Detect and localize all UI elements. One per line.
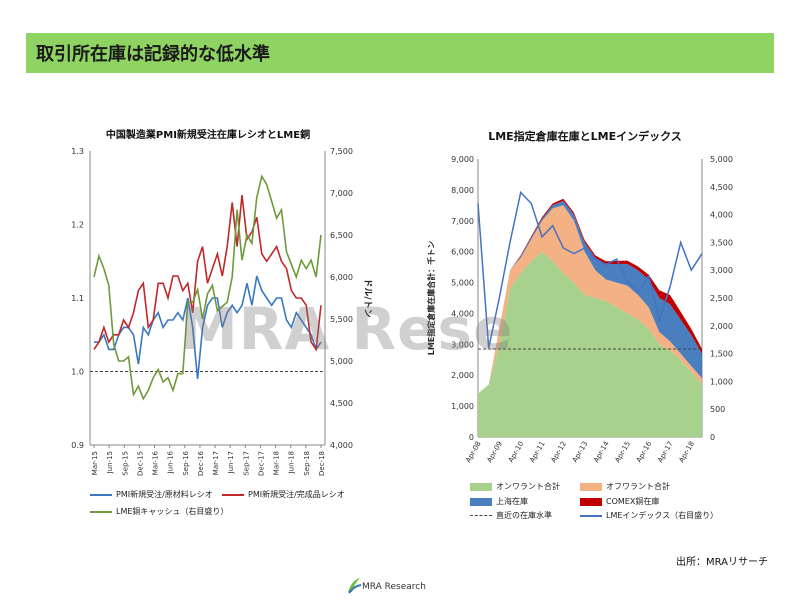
r-x-tick-label: Apr-08 (464, 440, 482, 464)
x-tick-label: Sep-16 (182, 450, 190, 475)
legend-label-index: LMEインデックス（右目盛り） (606, 511, 719, 520)
right-y-tick-label: 4,500 (330, 399, 353, 408)
mra-logo-icon (348, 578, 362, 594)
legend-swatch-offwarrant (580, 482, 602, 491)
legend-swatch-pmi-finished (222, 493, 244, 496)
r-right-y-tick-label: 3,500 (710, 238, 733, 247)
right-y-tick-label: 6,500 (330, 231, 353, 240)
legend-item-offwarrant: オフワラント合計 (580, 481, 670, 492)
x-tick-label: Dec-15 (136, 451, 144, 476)
legend-item-lme-cash: LME銅キャッシュ（右目盛り） (90, 506, 228, 517)
right-y-tick-label: 6,000 (330, 273, 353, 282)
legend-label-comex: COMEX銅在庫 (606, 497, 660, 506)
legend-label-offwarrant: オフワラント合計 (606, 482, 670, 491)
x-tick-label: Dec-16 (197, 450, 205, 476)
left-y-tick-label: 1.1 (71, 294, 84, 303)
left-y-tick-label: 0.9 (71, 441, 84, 450)
legend-label-onwarrant: オンワラント合計 (496, 482, 560, 491)
legend-label-shanghai: 上海在庫 (496, 497, 528, 506)
r-left-y-tick-label: 7,000 (451, 217, 474, 226)
r-left-y-tick-label: 1,000 (451, 402, 474, 411)
r-x-tick-label: Apr-09 (486, 440, 504, 464)
legend-item-onwarrant: オンワラント合計 (470, 481, 560, 492)
legend-swatch-pmi-raw (90, 493, 112, 496)
right-chart-title: LME指定倉庫在庫とLMEインデックス (488, 130, 682, 143)
watermark: MRA Rese (180, 295, 514, 363)
header-banner: 取引所在庫は記録的な低水準 (26, 33, 774, 73)
r-left-y-tick-label: 9,000 (451, 155, 474, 164)
r-right-y-tick-label: 4,000 (710, 211, 733, 220)
x-tick-label: Sep-18 (303, 451, 311, 476)
r-right-y-tick-label: 3,000 (710, 266, 733, 275)
r-right-y-tick-label: 2,500 (710, 294, 733, 303)
r-left-y-tick-label: 8,000 (451, 186, 474, 195)
r-right-y-tick-label: 500 (710, 405, 725, 414)
x-tick-label: Sep-15 (121, 451, 129, 476)
x-tick-label: Dec-17 (257, 451, 265, 476)
r-right-y-tick-label: 2,000 (710, 322, 733, 331)
x-tick-label: Jun-15 (106, 451, 114, 474)
r-x-tick-label: Apr-15 (614, 440, 632, 464)
legend-item-pmi-finished: PMI新規受注/完成品レシオ (222, 489, 345, 500)
legend-swatch-shanghai (470, 497, 492, 506)
r-right-y-tick-label: 0 (710, 433, 715, 442)
legend-item-comex: COMEX銅在庫 (580, 496, 659, 507)
right-y-tick-label: 4,000 (330, 441, 353, 450)
left-y-tick-label: 1.0 (71, 368, 84, 377)
legend-swatch-reference (470, 515, 492, 516)
x-tick-label: Sep-17 (242, 451, 250, 476)
x-tick-label: Jun-16 (167, 450, 175, 474)
x-tick-label: Mar-18 (273, 451, 281, 475)
footer-brand: MRA Research (362, 582, 426, 592)
legend-swatch-onwarrant (470, 482, 492, 491)
r-left-y-tick-label: 6,000 (451, 248, 474, 257)
r-x-tick-label: Apr-17 (656, 440, 674, 464)
x-tick-label: Mar-15 (91, 451, 99, 475)
legend-swatch-lme-cash (90, 510, 112, 513)
legend-label-reference: 直近の在庫水準 (496, 511, 552, 520)
x-tick-label: Mar-17 (212, 451, 220, 475)
r-x-tick-label: Apr-12 (550, 440, 568, 464)
legend-label-lme-cash: LME銅キャッシュ（右目盛り） (116, 507, 229, 516)
legend-swatch-index (580, 514, 602, 517)
r-left-y-tick-label: 2,000 (451, 371, 474, 380)
legend-item-pmi-raw: PMI新規受注/原材料レシオ (90, 489, 213, 500)
r-right-y-tick-label: 1,000 (710, 377, 733, 386)
left-y-tick-label: 1.2 (71, 221, 84, 230)
r-right-y-tick-label: 1,500 (710, 350, 733, 359)
r-x-tick-label: Apr-14 (592, 440, 611, 464)
x-tick-label: Jun-18 (288, 451, 296, 474)
r-right-y-tick-label: 4,500 (710, 183, 733, 192)
series-lme-cash-line (93, 174, 322, 401)
legend-label-pmi-raw: PMI新規受注/原材料レシオ (116, 490, 213, 499)
right-y-tick-label: 7,500 (330, 147, 353, 156)
x-tick-label: Jun-17 (227, 451, 235, 474)
legend-item-index: LMEインデックス（右目盛り） (580, 510, 718, 521)
source-note: 出所：MRAリサーチ (676, 557, 769, 568)
page-title: 取引所在庫は記録的な低水準 (36, 44, 270, 65)
legend-label-pmi-finished: PMI新規受注/完成品レシオ (248, 490, 345, 499)
left-y-tick-label: 1.3 (71, 147, 84, 156)
x-tick-label: Mar-16 (152, 450, 160, 475)
legend-item-shanghai: 上海在庫 (470, 496, 528, 507)
r-left-y-tick-label: 0 (469, 433, 474, 442)
r-x-tick-label: Apr-16 (635, 440, 654, 464)
left-chart-title: 中国製造業PMI新規受注在庫レシオとLME銅 (105, 130, 311, 141)
legend-swatch-comex (580, 497, 602, 506)
legend-item-reference: 直近の在庫水準 (470, 510, 552, 521)
r-x-tick-label: Apr-11 (528, 440, 546, 464)
x-tick-label: Dec-18 (318, 451, 326, 476)
r-x-tick-label: Apr-10 (507, 440, 525, 464)
r-x-tick-label: Apr-18 (678, 440, 696, 464)
r-left-y-tick-label: 5,000 (451, 279, 474, 288)
r-right-y-tick-label: 5,000 (710, 155, 733, 164)
r-x-tick-label: Apr-13 (571, 440, 589, 464)
right-y-tick-label: 7,000 (330, 189, 353, 198)
